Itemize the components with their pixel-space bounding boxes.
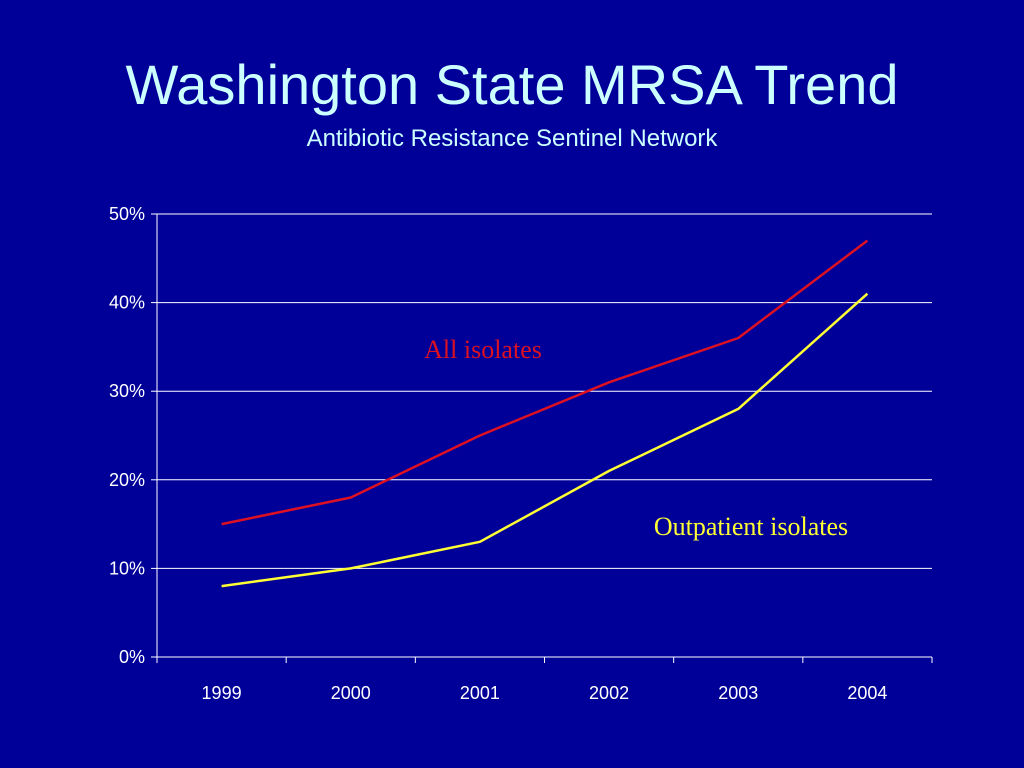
x-tick-label-2000: 2000: [331, 683, 371, 703]
slide-title: Washington State MRSA Trend: [125, 53, 899, 116]
slide-subtitle: Antibiotic Resistance Sentinel Network: [306, 125, 718, 152]
x-tick-label-2002: 2002: [589, 683, 629, 703]
series-annotation-0: All isolates: [424, 335, 542, 364]
y-tick-label-1: 10%: [109, 558, 145, 578]
series-line-0: [221, 239, 869, 526]
series-line-1: [221, 292, 869, 588]
y-tick-label-2: 20%: [109, 470, 145, 490]
y-tick-label-0: 0%: [119, 647, 145, 667]
x-tick-label-2004: 2004: [847, 683, 887, 703]
x-tick-label-2003: 2003: [718, 683, 758, 703]
y-tick-label-4: 40%: [109, 293, 145, 313]
series-annotation-1: Outpatient isolates: [654, 512, 848, 541]
y-tick-label-5: 50%: [109, 204, 145, 224]
x-tick-label-2001: 2001: [460, 683, 500, 703]
x-tick-label-1999: 1999: [202, 683, 242, 703]
y-tick-label-3: 30%: [109, 381, 145, 401]
